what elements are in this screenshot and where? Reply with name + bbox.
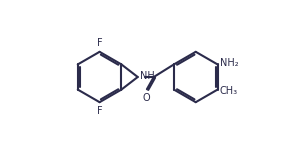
Text: F: F — [97, 106, 103, 116]
Text: F: F — [97, 38, 103, 48]
Text: NH: NH — [140, 71, 154, 81]
Text: CH₃: CH₃ — [220, 86, 238, 96]
Text: O: O — [142, 93, 150, 103]
Text: NH₂: NH₂ — [220, 58, 238, 68]
